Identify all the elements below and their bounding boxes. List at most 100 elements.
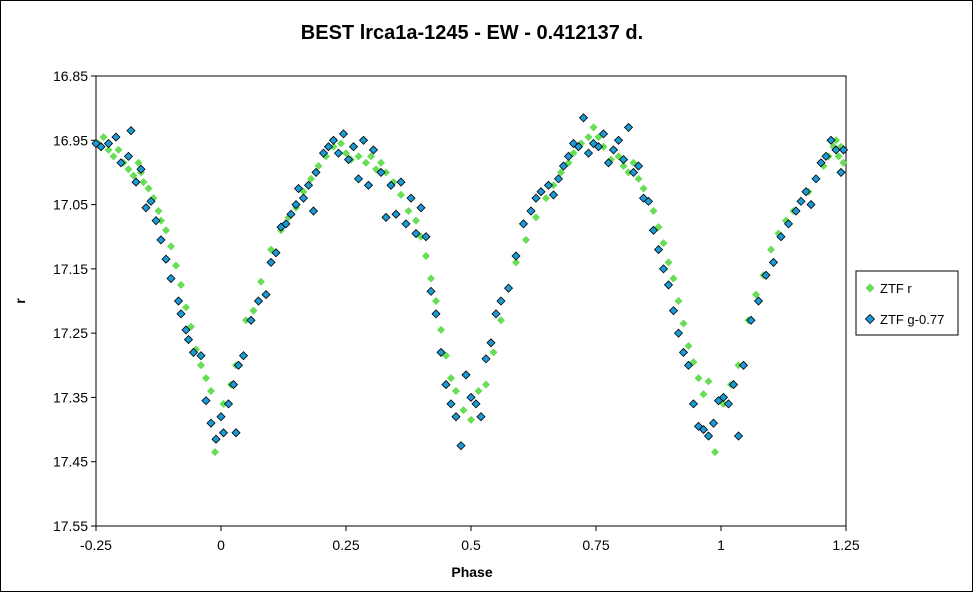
ztf-r-point: [172, 261, 180, 270]
ztf-r-point: [104, 145, 113, 154]
ztf-g-point: [436, 347, 446, 357]
ztf-r-point: [197, 361, 205, 370]
ztf-g-point: [116, 158, 126, 168]
ztf-r-point: [704, 377, 713, 386]
ztf-r-point: [139, 178, 148, 187]
ztf-g-point: [323, 142, 334, 152]
y-tick-label: 17.05: [53, 197, 88, 213]
ztf-r-point: [412, 216, 420, 225]
ztf-r-point: [382, 168, 390, 177]
ztf-g-point: [648, 225, 659, 235]
x-axis-ticks: -0.25 0 0.25 0.5 0.75 1 1.25: [80, 526, 860, 553]
ztf-g-point: [333, 148, 344, 158]
ztf-g-point: [176, 309, 186, 319]
ztf-g-point: [548, 190, 559, 200]
ztf-g-point: [643, 196, 654, 206]
ztf-g-point: [471, 399, 481, 409]
ztf-r-point: [599, 142, 608, 151]
ztf-g-point: [451, 412, 461, 422]
ztf-g-point: [293, 183, 304, 194]
ztf-r-point: [674, 297, 683, 305]
ztf-g-point: [396, 177, 406, 187]
ztf-g-point: [201, 396, 211, 406]
ztf-r-point: [549, 181, 558, 190]
ztf-g-point: [161, 254, 171, 264]
ztf-g-point: [416, 203, 426, 213]
ztf-g-point: [368, 145, 379, 155]
ztf-g-point: [308, 206, 319, 216]
ztf-g-point: [343, 155, 354, 165]
ztf-r-point: [307, 174, 315, 183]
ztf-g-point: [466, 392, 476, 402]
ztf-g-point: [526, 206, 536, 216]
ztf-g-point: [761, 270, 771, 280]
ztf-r-point: [157, 216, 165, 225]
legend-box: [855, 270, 959, 336]
y-tick-label: 17.55: [53, 518, 88, 534]
ztf-g-point: [496, 296, 506, 306]
ztf-g-point: [491, 309, 501, 319]
ztf-g-point: [603, 158, 614, 168]
ztf-g-point: [381, 212, 391, 222]
ztf-g-point: [446, 399, 456, 409]
ztf-g-point: [123, 151, 134, 161]
x-tick-label: 0: [217, 537, 225, 553]
ztf-r-point: [447, 374, 455, 383]
x-tick-label: 1: [717, 537, 725, 553]
ztf-g-point: [811, 174, 821, 184]
ztf-g-point: [391, 209, 401, 219]
ztf-g-point: [188, 347, 199, 357]
ztf-r-point: [679, 319, 688, 328]
y-tick-label: 16.95: [53, 132, 88, 148]
x-tick-label: -0.25: [80, 537, 112, 553]
ztf-r-point: [99, 133, 108, 142]
ztf-r-point: [619, 162, 628, 170]
ztf-r-point: [177, 280, 185, 289]
ztf-r-point: [377, 158, 385, 167]
ztf-g-point: [328, 135, 339, 145]
y-tick-label: 17.45: [53, 454, 88, 470]
ztf-g-point: [733, 431, 744, 441]
ztf-g-point: [821, 151, 831, 161]
chart-title: BEST lrca1a-1245 - EW - 0.412137 d.: [301, 22, 643, 44]
ztf-r-point: [839, 158, 848, 167]
ztf-g-point: [231, 428, 241, 438]
ztf-g-point: [623, 122, 634, 132]
ztf-r-point: [659, 239, 668, 248]
ztf-r-point: [832, 136, 840, 145]
ztf-g-point: [776, 232, 786, 242]
ztf-r-point: [589, 123, 598, 132]
y-axis-title: r: [12, 298, 28, 304]
ztf-g-point: [111, 132, 121, 142]
x-tick-label: 0.25: [332, 537, 359, 553]
ztf-g-point: [228, 380, 239, 390]
ztf-g-point: [141, 203, 151, 213]
ztf-g-point: [183, 335, 194, 345]
ztf-g-point: [673, 328, 684, 338]
ztf-r-point: [834, 152, 843, 161]
ztf-g-point: [536, 187, 546, 197]
ztf-g-point: [838, 145, 849, 155]
ztf-g-point: [218, 428, 229, 438]
ztf-g-point: [826, 135, 836, 145]
ztf-r-point: [219, 399, 228, 408]
ztf-g-point: [783, 219, 794, 229]
ztf-g-point: [678, 347, 689, 357]
ztf-g-point: [768, 257, 779, 267]
ztf-r-point: [182, 303, 190, 312]
ztf-r-point: [542, 194, 550, 203]
ztf-r-point: [482, 380, 490, 389]
ztf-r-point: [242, 316, 250, 325]
ztf-g-point: [718, 392, 729, 402]
ztf-g-point: [753, 296, 764, 306]
ztf-g-point: [796, 196, 806, 206]
ztf-g-point: [703, 431, 714, 441]
ztf-r-point: [664, 258, 673, 267]
ztf-g-point: [583, 148, 594, 158]
ztf-r-point: [711, 448, 719, 457]
ztf-g-point: [126, 126, 136, 136]
ztf-g-point: [406, 193, 416, 203]
ztf-g-point: [338, 129, 349, 139]
